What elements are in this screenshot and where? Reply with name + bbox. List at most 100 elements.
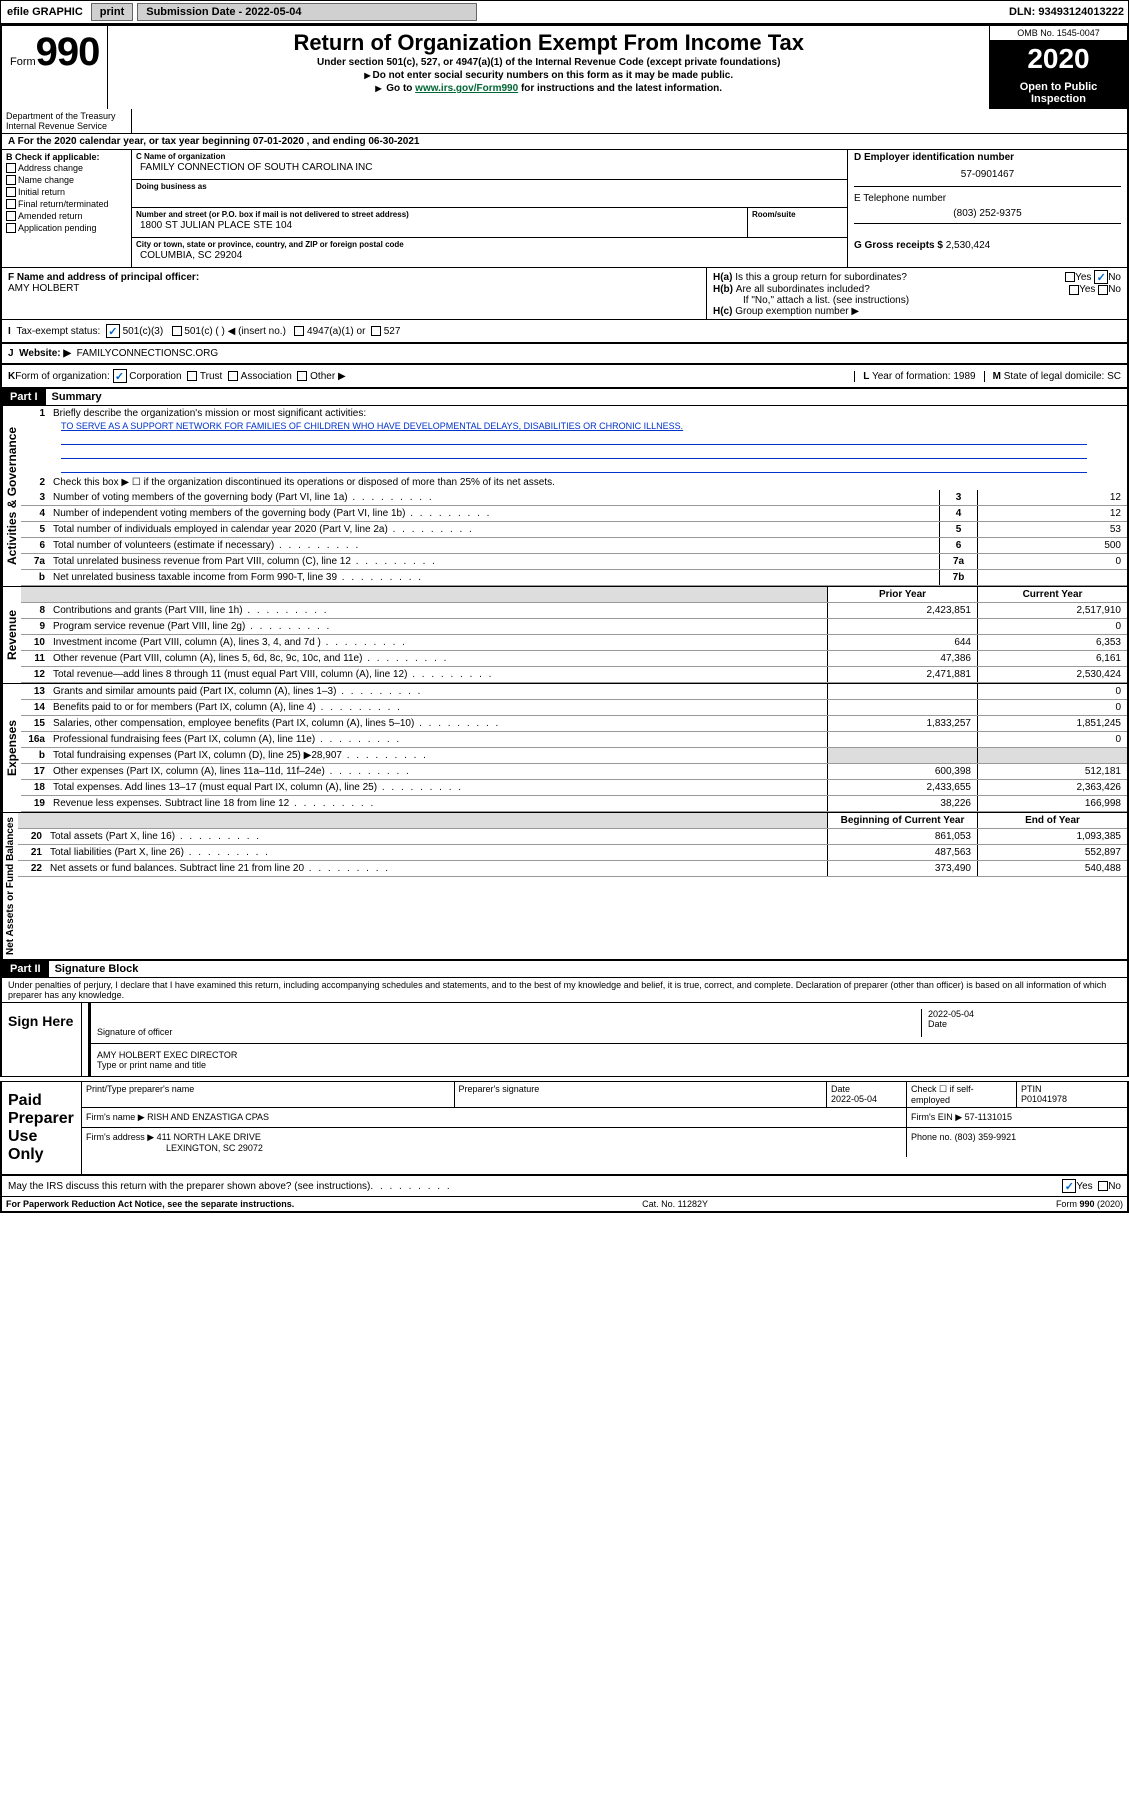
title-block: Return of Organization Exempt From Incom…: [108, 26, 989, 109]
check-self-employed[interactable]: Check ☐ if self-employed: [907, 1082, 1017, 1107]
end-year-header: End of Year: [977, 813, 1127, 828]
goto-suffix: for instructions and the latest informat…: [518, 83, 722, 94]
prep-date-label: Date: [831, 1084, 850, 1094]
k-l-m-row: K Form of organization: ✓ Corporation Tr…: [0, 364, 1129, 388]
officer-name: AMY HOLBERT: [8, 283, 700, 294]
ha-text: Is this a group return for subordinates?: [735, 272, 1065, 283]
prep-sig-label: Preparer's signature: [455, 1082, 828, 1107]
col-c-org-info: C Name of organization FAMILY CONNECTION…: [132, 150, 847, 267]
chk-association[interactable]: [228, 371, 238, 381]
line-2-desc: Check this box ▶ ☐ if the organization d…: [49, 475, 1127, 490]
chk-4947[interactable]: [294, 326, 304, 336]
form-number-box: Form990: [2, 26, 108, 109]
mission-text: TO SERVE AS A SUPPORT NETWORK FOR FAMILI…: [61, 421, 1087, 431]
chk-application-pending[interactable]: Application pending: [6, 222, 127, 234]
part2-title: Signature Block: [49, 963, 139, 975]
irs-link[interactable]: www.irs.gov/Form990: [415, 83, 518, 94]
print-button[interactable]: print: [91, 3, 133, 21]
prep-name-label: Print/Type preparer's name: [82, 1082, 455, 1107]
sig-date-value: 2022-05-04: [928, 1009, 1121, 1019]
chk-name-change[interactable]: Name change: [6, 174, 127, 186]
underline-2: [61, 447, 1087, 459]
ha-no-checked[interactable]: ✓: [1094, 270, 1108, 284]
row-21: 21Total liabilities (Part X, line 26)487…: [18, 845, 1127, 861]
discuss-yes-checked[interactable]: ✓: [1062, 1179, 1076, 1193]
form-word: Form: [10, 56, 36, 68]
chk-corporation[interactable]: ✓: [113, 369, 127, 383]
penalty-text: Under penalties of perjury, I declare th…: [0, 978, 1129, 1002]
paid-preparer-label: Paid Preparer Use Only: [2, 1082, 82, 1174]
city-state-zip: COLUMBIA, SC 29204: [136, 249, 843, 265]
row-20: 20Total assets (Part X, line 16)861,0531…: [18, 829, 1127, 845]
a-line-text: For the 2020 calendar year, or tax year …: [18, 136, 420, 147]
subtitle-2: Do not enter social security numbers on …: [112, 69, 985, 82]
row-16a: 16aProfessional fundraising fees (Part I…: [21, 732, 1127, 748]
chk-final-return[interactable]: Final return/terminated: [6, 198, 127, 210]
firm-ein-label: Firm's EIN ▶: [911, 1112, 962, 1122]
org-name: FAMILY CONNECTION OF SOUTH CAROLINA INC: [136, 161, 843, 177]
line-1-desc: Briefly describe the organization's miss…: [49, 406, 1127, 421]
firm-phone-label: Phone no.: [911, 1132, 952, 1142]
chk-trust[interactable]: [187, 371, 197, 381]
chk-501c3[interactable]: ✓: [106, 324, 120, 338]
hb-yes-box[interactable]: [1069, 285, 1079, 295]
ptin-label: PTIN: [1021, 1084, 1042, 1094]
firm-ein-value: 57-1131015: [965, 1112, 1012, 1122]
discuss-text: May the IRS discuss this return with the…: [8, 1181, 370, 1192]
chk-address-change[interactable]: Address change: [6, 162, 127, 174]
j-label: Website: ▶: [19, 348, 71, 359]
side-activities-gov: Activities & Governance: [2, 406, 21, 586]
chk-527[interactable]: [371, 326, 381, 336]
part1-title: Summary: [46, 391, 102, 403]
gov-row-4: 4Number of independent voting members of…: [21, 506, 1127, 522]
rev-spacer-num: [21, 587, 49, 602]
firm-phone-value: (803) 359-9921: [955, 1132, 1017, 1142]
line-2-num: 2: [21, 475, 49, 490]
chk-amended[interactable]: Amended return: [6, 210, 127, 222]
row-12: 12Total revenue—add lines 8 through 11 (…: [21, 667, 1127, 683]
discuss-no-box[interactable]: [1098, 1181, 1108, 1191]
underline-1: [61, 433, 1087, 445]
ptin-value: P01041978: [1021, 1094, 1067, 1104]
rev-spacer-desc: [49, 587, 827, 602]
firm-city-value: LEXINGTON, SC 29072: [86, 1143, 263, 1153]
hb-no-box[interactable]: [1098, 285, 1108, 295]
state-domicile: SC: [1107, 371, 1121, 382]
current-year-header: Current Year: [977, 587, 1127, 602]
room-label: Room/suite: [752, 210, 843, 219]
addr-label: Number and street (or P.O. box if mail i…: [136, 210, 743, 219]
sign-here-label: Sign Here: [2, 1003, 82, 1076]
d-ein-label: D Employer identification number: [854, 152, 1121, 163]
row-11: 11Other revenue (Part VIII, column (A), …: [21, 651, 1127, 667]
website-value: FAMILYCONNECTIONSC.ORG: [77, 348, 219, 359]
ein-value: 57-0901467: [854, 163, 1121, 187]
city-label: City or town, state or province, country…: [136, 240, 843, 249]
footer-right: Form 990 (2020): [1056, 1199, 1123, 1209]
chk-501c[interactable]: [172, 326, 182, 336]
row-19: 19Revenue less expenses. Subtract line 1…: [21, 796, 1127, 812]
sig-officer-label: Signature of officer: [97, 1027, 921, 1037]
c-name-label: C Name of organization: [136, 152, 843, 161]
form-990: 990: [36, 30, 100, 74]
gross-receipts-value: 2,530,424: [946, 240, 991, 251]
right-header-box: OMB No. 1545-0047 2020 Open to Public In…: [989, 26, 1127, 109]
chk-other[interactable]: [297, 371, 307, 381]
hb-note: If "No," attach a list. (see instruction…: [713, 295, 1121, 306]
row-13: 13Grants and similar amounts paid (Part …: [21, 684, 1127, 700]
gov-row-5: 5Total number of individuals employed in…: [21, 522, 1127, 538]
row-8: 8Contributions and grants (Part VIII, li…: [21, 603, 1127, 619]
i-tax-exempt-row: I Tax-exempt status: ✓ 501(c)(3) 501(c) …: [0, 319, 1129, 343]
subtitle-1: Under section 501(c), 527, or 4947(a)(1)…: [112, 56, 985, 69]
part2-header: Part II: [2, 961, 49, 977]
gov-row-7a: 7aTotal unrelated business revenue from …: [21, 554, 1127, 570]
omb-number: OMB No. 1545-0047: [990, 26, 1127, 41]
chk-initial-return[interactable]: Initial return: [6, 186, 127, 198]
open-to-public: Open to Public Inspection: [990, 77, 1127, 109]
ha-yes-box[interactable]: [1065, 272, 1075, 282]
j-website-row: J Website: ▶ FAMILYCONNECTIONSC.ORG: [0, 343, 1129, 364]
row-15: 15Salaries, other compensation, employee…: [21, 716, 1127, 732]
sig-date-label: Date: [928, 1019, 1121, 1029]
submission-date-button[interactable]: Submission Date - 2022-05-04: [137, 3, 477, 21]
firm-addr-value: 411 NORTH LAKE DRIVE: [157, 1132, 261, 1142]
underline-3: [61, 461, 1087, 473]
